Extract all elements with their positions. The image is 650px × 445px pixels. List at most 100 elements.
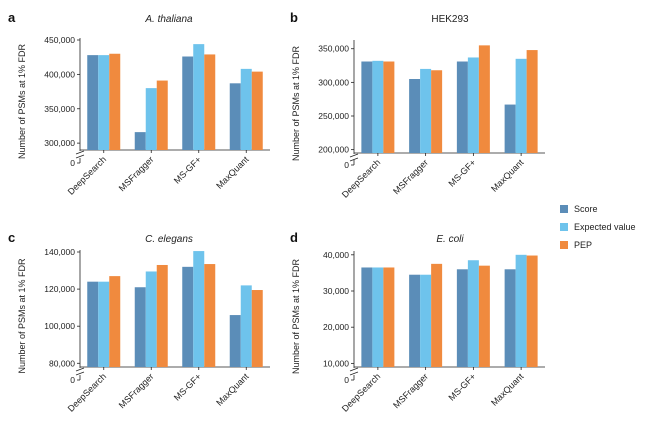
bar-score-maxquant bbox=[504, 269, 516, 367]
y-tick-label: 30,000 bbox=[323, 286, 349, 296]
bar-score-deepsearch bbox=[87, 55, 99, 150]
panel-c: c C. elegans Number of PSMs at 1% FDR 80,00… bbox=[8, 230, 270, 414]
y-axis-label: Number of PSMs at 1% FDR bbox=[17, 258, 27, 374]
y-axis-label: Number of PSMs at 1% FDR bbox=[291, 258, 301, 374]
axis-break-mark bbox=[349, 157, 359, 162]
x-tick-label: MSFragger bbox=[391, 371, 430, 410]
y-axis-label: Number of PSMs at 1% FDR bbox=[291, 45, 301, 161]
y-axis-label: Number of PSMs at 1% FDR bbox=[17, 43, 27, 159]
bar-pep-ms-gf- bbox=[204, 264, 216, 367]
bar-pep-maxquant bbox=[526, 255, 538, 367]
y-tick-label: 10,000 bbox=[323, 358, 349, 368]
legend-swatch-expected-value bbox=[560, 223, 568, 231]
y-tick-label: 250,000 bbox=[318, 111, 349, 121]
x-tick-label: MS-GF+ bbox=[446, 157, 477, 188]
y-tick-label-zero: 0 bbox=[344, 160, 349, 170]
x-tick-label: MaxQuant bbox=[214, 371, 251, 408]
x-tick-label: MaxQuant bbox=[214, 154, 251, 191]
y-tick-label: 350,000 bbox=[318, 44, 349, 54]
bar-expected-value-deepsearch bbox=[98, 281, 110, 367]
bar-score-deepsearch bbox=[87, 281, 99, 367]
x-tick-label: MSFragger bbox=[391, 157, 430, 196]
bar-score-ms-gf- bbox=[182, 266, 194, 367]
panel-d: d E. coli Number of PSMs at 1% FDR 10,000 20… bbox=[290, 230, 545, 414]
axis-break-mark bbox=[75, 371, 85, 376]
bar-score-msfragger bbox=[134, 132, 146, 150]
legend: Score Expected value PEP bbox=[560, 200, 636, 254]
bar-pep-maxquant bbox=[251, 290, 263, 367]
bar-expected-value-maxquant bbox=[240, 68, 252, 150]
bar-expected-value-deepsearch bbox=[372, 267, 384, 367]
bar-pep-deepsearch bbox=[383, 61, 395, 153]
legend-item-expected-value: Expected value bbox=[560, 218, 636, 236]
y-tick-label-zero: 0 bbox=[70, 158, 75, 168]
y-tick-label-zero: 0 bbox=[344, 375, 349, 385]
chart-title: A. thaliana bbox=[144, 14, 193, 25]
panel-letter: a bbox=[8, 10, 16, 25]
y-tick-label: 20,000 bbox=[323, 322, 349, 332]
bar-expected-value-maxquant bbox=[515, 58, 527, 154]
y-tick-label: 450,000 bbox=[44, 35, 75, 45]
panel-letter: c bbox=[8, 230, 15, 245]
chart-title: E. coli bbox=[436, 234, 464, 245]
axis-break-mark bbox=[75, 367, 85, 372]
bar-score-maxquant bbox=[229, 315, 241, 367]
chart-title: C. elegans bbox=[145, 234, 193, 245]
axis-break-mark bbox=[349, 367, 359, 372]
x-tick-label: MSFragger bbox=[117, 371, 156, 410]
bar-expected-value-deepsearch bbox=[98, 55, 110, 150]
y-tick-label: 400,000 bbox=[44, 69, 75, 79]
panel-letter: b bbox=[290, 10, 298, 25]
x-tick-label: MS-GF+ bbox=[172, 154, 203, 185]
bar-expected-value-maxquant bbox=[515, 254, 527, 367]
bar-score-maxquant bbox=[504, 104, 516, 153]
bar-score-ms-gf- bbox=[456, 269, 468, 367]
axis-break-mark bbox=[349, 153, 359, 158]
legend-label-score: Score bbox=[574, 204, 598, 214]
bar-expected-value-msfragger bbox=[420, 68, 432, 153]
bar-pep-msfragger bbox=[431, 263, 443, 367]
panel-a: a A. thaliana Number of PSMs at 1% FDR 300,… bbox=[8, 10, 270, 197]
x-tick-label: MS-GF+ bbox=[446, 371, 477, 402]
axis-break-mark bbox=[349, 371, 359, 376]
y-tick-label: 120,000 bbox=[44, 284, 75, 294]
bar-expected-value-msfragger bbox=[145, 271, 157, 367]
bar-pep-deepsearch bbox=[109, 276, 121, 367]
x-tick-label: MSFragger bbox=[117, 154, 156, 193]
bar-pep-ms-gf- bbox=[478, 265, 490, 367]
bar-score-ms-gf- bbox=[456, 61, 468, 153]
legend-swatch-score bbox=[560, 205, 568, 213]
bar-pep-msfragger bbox=[431, 70, 443, 153]
y-tick-label: 300,000 bbox=[318, 77, 349, 87]
panel-letter: d bbox=[290, 230, 298, 245]
y-tick-label-zero: 0 bbox=[70, 375, 75, 385]
bar-expected-value-ms-gf- bbox=[467, 57, 479, 153]
bar-pep-deepsearch bbox=[383, 267, 395, 367]
bar-expected-value-msfragger bbox=[145, 88, 157, 150]
y-tick-label: 80,000 bbox=[49, 358, 75, 368]
bar-expected-value-maxquant bbox=[240, 285, 252, 367]
y-tick-label: 40,000 bbox=[323, 250, 349, 260]
x-tick-label: MaxQuant bbox=[489, 157, 526, 194]
bar-score-msfragger bbox=[409, 79, 421, 153]
bar-score-maxquant bbox=[229, 83, 241, 150]
bar-expected-value-ms-gf- bbox=[193, 44, 205, 150]
y-tick-label: 350,000 bbox=[44, 104, 75, 114]
y-tick-label: 300,000 bbox=[44, 138, 75, 148]
bar-pep-maxquant bbox=[526, 50, 538, 154]
bar-expected-value-ms-gf- bbox=[467, 260, 479, 367]
bar-pep-msfragger bbox=[156, 80, 168, 150]
bar-expected-value-deepsearch bbox=[372, 60, 384, 153]
legend-label-expected-value: Expected value bbox=[574, 222, 636, 232]
y-tick-label: 140,000 bbox=[44, 247, 75, 257]
bar-score-msfragger bbox=[134, 287, 146, 367]
x-tick-label: MS-GF+ bbox=[172, 371, 203, 402]
x-tick-label: MaxQuant bbox=[489, 371, 526, 408]
chart-title: HEK293 bbox=[431, 14, 469, 25]
bar-pep-ms-gf- bbox=[204, 54, 216, 150]
bar-pep-deepsearch bbox=[109, 53, 121, 150]
axis-break-mark bbox=[75, 154, 85, 159]
bar-pep-maxquant bbox=[251, 71, 263, 150]
bar-expected-value-ms-gf- bbox=[193, 251, 205, 367]
